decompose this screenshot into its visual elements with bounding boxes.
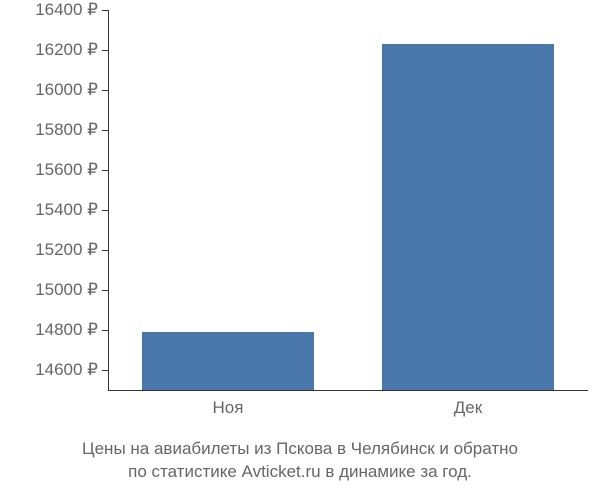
plot-area	[108, 10, 588, 390]
y-tick-label: 14800 ₽	[35, 320, 98, 340]
y-axis: 14600 ₽ 14800 ₽ 15000 ₽ 15200 ₽ 15400 ₽ 15600…	[0, 10, 108, 390]
y-tick-label: 15600 ₽	[35, 160, 98, 180]
bar	[382, 44, 555, 390]
y-tick-mark	[102, 170, 108, 171]
y-tick-label: 16200 ₽	[35, 40, 98, 60]
y-tick-label: 15200 ₽	[35, 240, 98, 260]
caption-line-1: Цены на авиабилеты из Пскова в Челябинск…	[0, 438, 600, 461]
x-axis-labels: Ноя Дек	[108, 398, 588, 428]
x-tick-label: Ноя	[213, 398, 244, 418]
y-tick-label: 14600 ₽	[35, 360, 98, 380]
caption-line-2: по статистике Avticket.ru в динамике за …	[0, 461, 600, 484]
y-tick-label: 15000 ₽	[35, 280, 98, 300]
y-tick-mark	[102, 210, 108, 211]
price-chart: 14600 ₽ 14800 ₽ 15000 ₽ 15200 ₽ 15400 ₽ 15600…	[0, 0, 600, 500]
y-tick-mark	[102, 290, 108, 291]
y-tick-label: 16400 ₽	[35, 0, 98, 20]
y-tick-mark	[102, 370, 108, 371]
y-tick-mark	[102, 330, 108, 331]
bar	[142, 332, 315, 390]
y-tick-label: 15400 ₽	[35, 200, 98, 220]
y-tick-mark	[102, 130, 108, 131]
y-tick-label: 15800 ₽	[35, 120, 98, 140]
y-tick-mark	[102, 50, 108, 51]
y-tick-mark	[102, 250, 108, 251]
y-tick-label: 16000 ₽	[35, 80, 98, 100]
y-tick-mark	[102, 90, 108, 91]
x-axis-line	[108, 390, 588, 391]
y-tick-mark	[102, 10, 108, 11]
chart-caption: Цены на авиабилеты из Пскова в Челябинск…	[0, 438, 600, 484]
x-tick-label: Дек	[454, 398, 482, 418]
